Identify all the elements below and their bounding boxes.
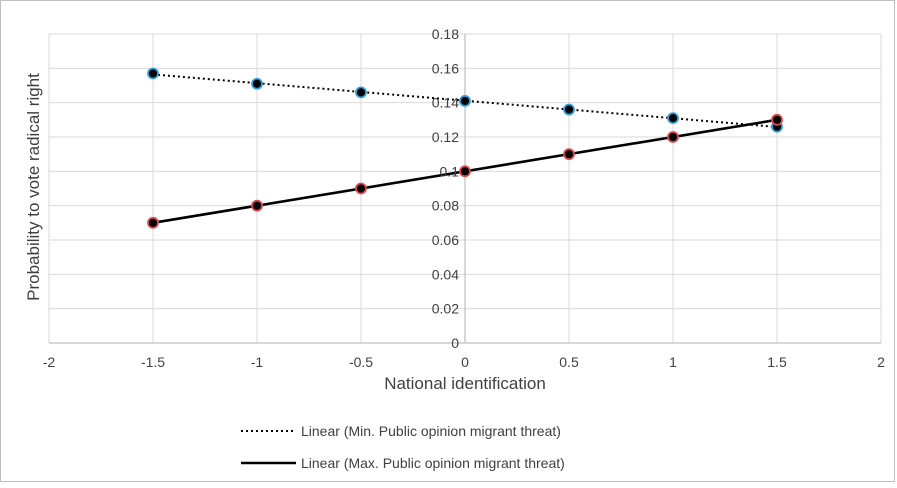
data-point-min [667, 112, 679, 125]
x-axis-title: National identification [384, 374, 546, 393]
y-tick-label: 0.14 [432, 95, 459, 111]
data-point-min [355, 86, 367, 99]
x-tick-label: 1.5 [767, 354, 787, 370]
y-tick-label: 0.02 [432, 301, 459, 317]
data-point-min [251, 77, 263, 90]
legend: Linear (Min. Public opinion migrant thre… [241, 423, 565, 471]
data-point-max [355, 182, 367, 195]
x-tick-label: -1.5 [141, 354, 165, 370]
data-point-min [147, 67, 159, 80]
y-axis-title: Probability to vote radical right [24, 73, 43, 301]
x-tick-label: -1 [251, 354, 264, 370]
y-tick-label: 0.08 [432, 198, 459, 214]
y-tick-label: 0.06 [432, 232, 459, 248]
data-point-max [147, 216, 159, 229]
legend-max-label: Linear (Max. Public opinion migrant thre… [301, 455, 565, 471]
data-point-max [459, 165, 471, 178]
y-tick-label: 0 [451, 335, 459, 351]
x-tick-label: -0.5 [349, 354, 373, 370]
x-tick-label: 1 [669, 354, 677, 370]
x-tick-label: 0 [461, 354, 469, 370]
y-tick-label: 0.18 [432, 26, 459, 42]
x-tick-label: 2 [877, 354, 885, 370]
data-point-max [563, 148, 575, 161]
data-point-max [251, 199, 263, 212]
y-tick-label: 0.04 [432, 266, 459, 282]
x-tick-label: 0.5 [559, 354, 579, 370]
axes [49, 34, 881, 344]
data-point-min [563, 103, 575, 116]
y-tick-label: 0.16 [432, 60, 459, 76]
legend-min-label: Linear (Min. Public opinion migrant thre… [301, 423, 561, 439]
tick-labels: 0 0.02 0.04 0.06 0.08 0.1 0.12 0.14 0.16 0.18 -2 -1… [43, 26, 885, 370]
data-point-min [459, 95, 471, 107]
data-points [147, 67, 783, 229]
y-tick-label: 0.12 [432, 129, 459, 145]
y-tick-label: 0.1 [440, 163, 460, 179]
data-point-max [667, 131, 679, 143]
x-tick-label: -2 [43, 354, 56, 370]
data-point-max [771, 113, 783, 126]
